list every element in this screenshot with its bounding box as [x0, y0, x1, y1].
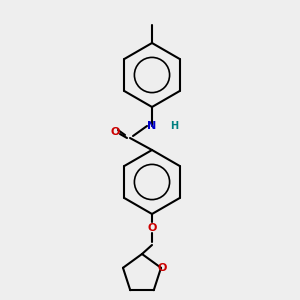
Text: O: O — [110, 127, 120, 137]
Text: O: O — [157, 263, 167, 273]
Text: O: O — [147, 223, 157, 233]
Text: H: H — [170, 121, 178, 131]
Text: N: N — [147, 121, 157, 131]
